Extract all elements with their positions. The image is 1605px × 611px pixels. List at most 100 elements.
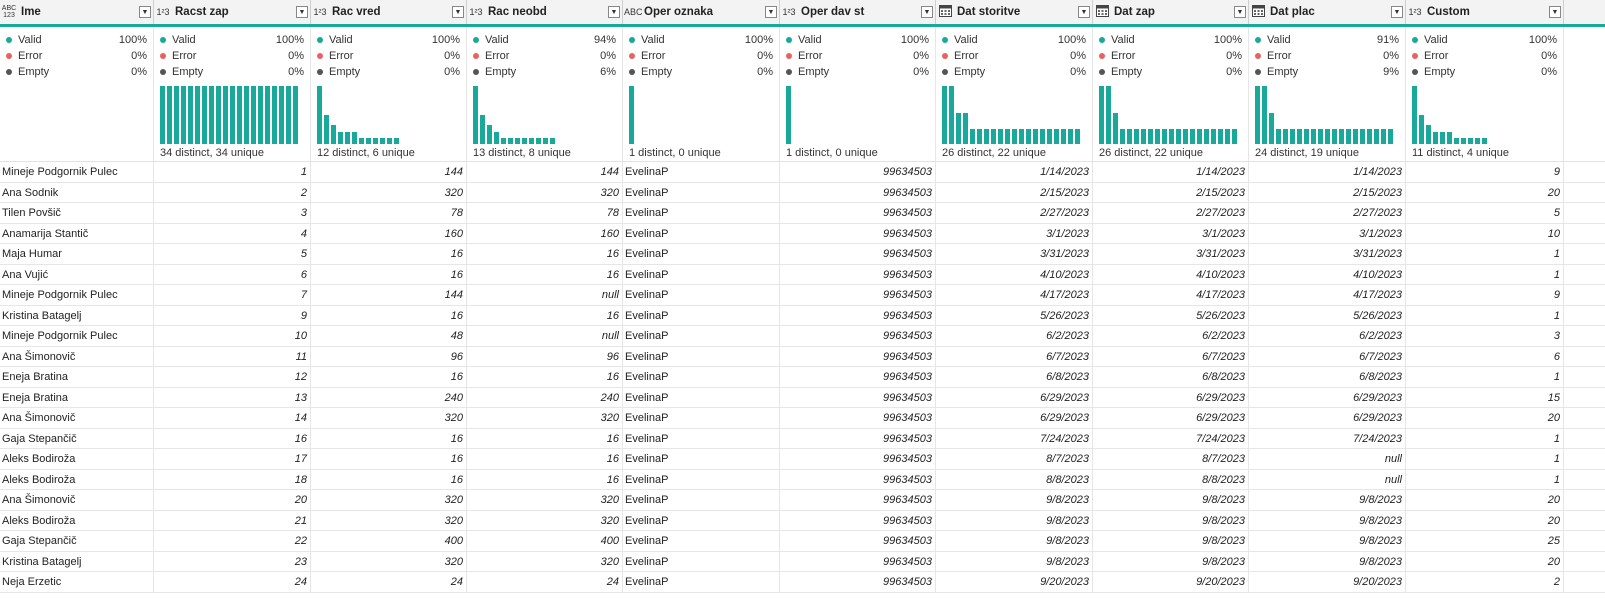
table-cell[interactable]: Ana Šimonovič: [0, 408, 154, 429]
chevron-down-icon[interactable]: ▼: [1234, 6, 1246, 18]
table-cell[interactable]: 18: [154, 469, 311, 490]
table-cell[interactable]: 2/15/2023: [1249, 182, 1406, 203]
histogram-bar[interactable]: [1099, 86, 1104, 144]
table-cell[interactable]: Eneja Bratina: [0, 387, 154, 408]
table-cell[interactable]: 16: [467, 367, 623, 388]
table-cell[interactable]: 9: [1406, 285, 1564, 306]
histogram-bar[interactable]: [1318, 129, 1323, 144]
table-cell[interactable]: 99634503: [780, 264, 936, 285]
histogram-bar[interactable]: [1225, 129, 1230, 144]
table-cell[interactable]: 99634503: [780, 572, 936, 593]
table-cell[interactable]: 99634503: [780, 551, 936, 572]
table-cell[interactable]: 16: [154, 428, 311, 449]
table-cell[interactable]: 320: [311, 408, 467, 429]
chevron-down-icon[interactable]: ▼: [1549, 6, 1561, 18]
table-cell[interactable]: null: [1249, 469, 1406, 490]
table-cell[interactable]: 16: [467, 264, 623, 285]
table-cell[interactable]: EvelinaP: [623, 244, 780, 265]
histogram-bar[interactable]: [1283, 129, 1288, 144]
histogram-bar[interactable]: [188, 86, 193, 144]
table-cell[interactable]: null: [467, 285, 623, 306]
histogram-bar[interactable]: [1155, 129, 1160, 144]
column-header-rac-vred[interactable]: 1²3 Rac vred ▼: [311, 0, 467, 24]
table-cell[interactable]: 8/8/2023: [1093, 469, 1249, 490]
table-cell[interactable]: 20: [1406, 408, 1564, 429]
table-cell[interactable]: 16: [467, 449, 623, 470]
histogram-bar[interactable]: [265, 86, 270, 144]
histogram-bar[interactable]: [1197, 129, 1202, 144]
histogram-bar[interactable]: [963, 113, 968, 144]
table-cell[interactable]: Aleks Bodiroža: [0, 469, 154, 490]
histogram-bar[interactable]: [1075, 129, 1080, 144]
column-header-rac-neobd[interactable]: 1²3 Rac neobd ▼: [467, 0, 623, 24]
table-cell[interactable]: 99634503: [780, 223, 936, 244]
table-cell[interactable]: 3/31/2023: [1249, 244, 1406, 265]
table-cell[interactable]: Ana Sodnik: [0, 182, 154, 203]
table-cell[interactable]: 1/14/2023: [936, 162, 1093, 183]
histogram-bar[interactable]: [1262, 86, 1267, 144]
histogram-bar[interactable]: [550, 138, 555, 144]
histogram-bar[interactable]: [522, 138, 527, 144]
histogram-bar[interactable]: [174, 86, 179, 144]
histogram-bar[interactable]: [501, 138, 506, 144]
table-cell[interactable]: 5: [154, 244, 311, 265]
histogram-bar[interactable]: [345, 132, 350, 144]
table-cell[interactable]: 23: [154, 551, 311, 572]
table-cell[interactable]: 320: [467, 510, 623, 531]
table-cell[interactable]: 6/7/2023: [1249, 346, 1406, 367]
histogram-bar[interactable]: [1276, 129, 1281, 144]
table-cell[interactable]: 9/8/2023: [1249, 510, 1406, 531]
histogram-bar[interactable]: [473, 86, 478, 144]
table-cell[interactable]: 9/8/2023: [1249, 551, 1406, 572]
table-cell[interactable]: 9/8/2023: [1249, 531, 1406, 552]
table-cell[interactable]: EvelinaP: [623, 223, 780, 244]
table-cell[interactable]: 4/17/2023: [1093, 285, 1249, 306]
chevron-down-icon[interactable]: ▼: [921, 6, 933, 18]
histogram-bar[interactable]: [387, 138, 392, 144]
table-cell[interactable]: 16: [311, 428, 467, 449]
text-type-icon[interactable]: ABC: [624, 6, 643, 17]
table-cell[interactable]: 99634503: [780, 408, 936, 429]
table-cell[interactable]: 6/29/2023: [1249, 408, 1406, 429]
table-cell[interactable]: 17: [154, 449, 311, 470]
histogram-bar[interactable]: [324, 115, 329, 144]
table-cell[interactable]: 99634503: [780, 203, 936, 224]
histogram-bar[interactable]: [1211, 129, 1216, 144]
table-cell[interactable]: 6/29/2023: [1249, 387, 1406, 408]
histogram-bar[interactable]: [1388, 129, 1393, 144]
chevron-down-icon[interactable]: ▼: [765, 6, 777, 18]
histogram-bar[interactable]: [1047, 129, 1052, 144]
table-cell[interactable]: EvelinaP: [623, 469, 780, 490]
table-cell[interactable]: 99634503: [780, 387, 936, 408]
histogram-bar[interactable]: [1311, 129, 1316, 144]
table-cell[interactable]: 1/14/2023: [1093, 162, 1249, 183]
table-cell[interactable]: Ana Vujić: [0, 264, 154, 285]
histogram-bar[interactable]: [1419, 115, 1424, 144]
histogram-bar[interactable]: [536, 138, 541, 144]
histogram-bar[interactable]: [1374, 129, 1379, 144]
column-header-dat-plac[interactable]: Dat plac ▼: [1249, 0, 1406, 24]
table-cell[interactable]: Mineje Podgornik Pulec: [0, 326, 154, 347]
table-cell[interactable]: 99634503: [780, 510, 936, 531]
histogram-bar[interactable]: [1204, 129, 1209, 144]
table-cell[interactable]: 9/20/2023: [1249, 572, 1406, 593]
chevron-down-icon[interactable]: ▼: [1078, 6, 1090, 18]
histogram-bar[interactable]: [1297, 129, 1302, 144]
table-cell[interactable]: 25: [1406, 531, 1564, 552]
table-cell[interactable]: Gaja Stepančič: [0, 531, 154, 552]
table-cell[interactable]: 78: [311, 203, 467, 224]
table-cell[interactable]: EvelinaP: [623, 531, 780, 552]
histogram-bar[interactable]: [956, 113, 961, 144]
table-cell[interactable]: 160: [311, 223, 467, 244]
table-cell[interactable]: 320: [467, 551, 623, 572]
histogram-bar[interactable]: [160, 86, 165, 144]
table-cell[interactable]: 4/10/2023: [1093, 264, 1249, 285]
any-type-icon[interactable]: ABC 123: [1, 5, 17, 19]
histogram-bar[interactable]: [1346, 129, 1351, 144]
table-cell[interactable]: 3/1/2023: [1093, 223, 1249, 244]
histogram-bar[interactable]: [1113, 113, 1118, 144]
histogram-bar[interactable]: [998, 129, 1003, 144]
table-cell[interactable]: 21: [154, 510, 311, 531]
column-header-dat-zap[interactable]: Dat zap ▼: [1093, 0, 1249, 24]
table-cell[interactable]: 5/26/2023: [936, 305, 1093, 326]
